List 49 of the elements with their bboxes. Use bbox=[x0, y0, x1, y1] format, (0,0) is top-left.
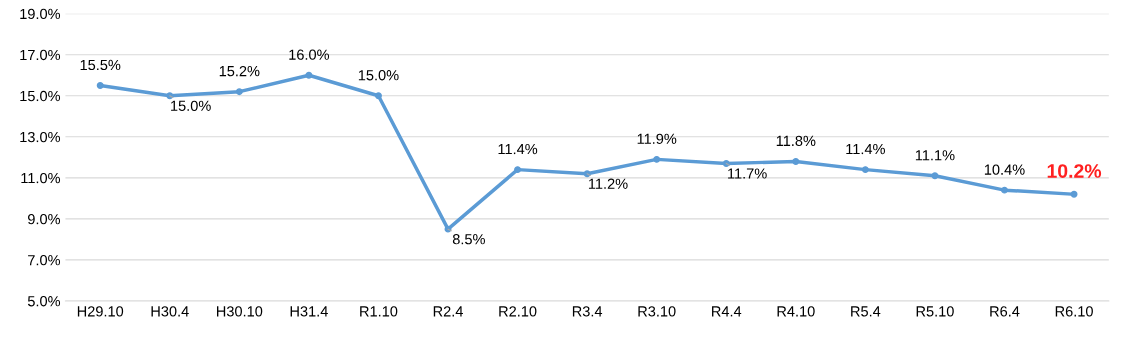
x-tick-label: R5.4 bbox=[851, 306, 881, 317]
point bbox=[514, 166, 522, 174]
x-tick-label: R3.4 bbox=[572, 306, 603, 317]
data-label: 11.4% bbox=[498, 143, 538, 155]
data-label: 16.0% bbox=[289, 49, 330, 60]
y-tick-label: 15.0% bbox=[20, 90, 61, 102]
x-tick-label: R6.10 bbox=[1055, 306, 1093, 317]
x-tick-label: R1.10 bbox=[360, 306, 398, 317]
data-label: 15.5% bbox=[80, 59, 121, 71]
x-tick-label: H31.4 bbox=[290, 306, 328, 317]
data-label: 10.4% bbox=[984, 164, 1025, 175]
point bbox=[235, 88, 243, 96]
x-tick-label: R2.4 bbox=[433, 306, 463, 317]
y-tick-label: 17.0% bbox=[20, 49, 61, 61]
y-tick-label: 5.0% bbox=[27, 296, 61, 307]
x-tick-label: H29.10 bbox=[77, 306, 124, 317]
data-label: 15.2% bbox=[219, 65, 260, 77]
point bbox=[96, 82, 104, 89]
point bbox=[1070, 190, 1078, 198]
point bbox=[653, 155, 661, 163]
x-tick-label: R2.10 bbox=[499, 306, 537, 317]
data-label: 11.4% bbox=[846, 143, 885, 155]
x-tick-label: R3.10 bbox=[638, 306, 676, 317]
x-tick-label: R5.10 bbox=[916, 306, 954, 317]
x-tick-label: H30.4 bbox=[151, 306, 189, 317]
point bbox=[931, 172, 939, 180]
y-tick-label: 9.0% bbox=[28, 213, 61, 225]
data-label: 11.8% bbox=[776, 135, 816, 147]
point bbox=[305, 71, 313, 79]
x-tick-label: R6.4 bbox=[990, 306, 1020, 317]
x-tick-label: R4.4 bbox=[712, 306, 742, 317]
point bbox=[374, 92, 382, 100]
y-tick-label: 11.0% bbox=[21, 172, 61, 184]
data-label: 15.0% bbox=[358, 70, 399, 81]
annotation: 10.2% bbox=[1047, 164, 1102, 178]
data-label: 8.5% bbox=[452, 234, 485, 245]
data-label: 11.7% bbox=[728, 168, 767, 179]
y-tick-label: 19.0% bbox=[20, 8, 61, 20]
point bbox=[792, 157, 800, 165]
data-label: 15.0% bbox=[171, 100, 211, 111]
x-tick-label: R4.10 bbox=[777, 306, 815, 317]
x-tick-label: H30.10 bbox=[217, 306, 263, 317]
data-label: 11.2% bbox=[588, 178, 628, 189]
point bbox=[1001, 186, 1008, 194]
data-label: 11.9% bbox=[637, 133, 677, 144]
point bbox=[861, 166, 869, 174]
y-tick-label: 7.0% bbox=[28, 255, 61, 266]
y-tick-label: 13.0% bbox=[20, 131, 61, 143]
data-label: 11.1% bbox=[915, 150, 955, 161]
